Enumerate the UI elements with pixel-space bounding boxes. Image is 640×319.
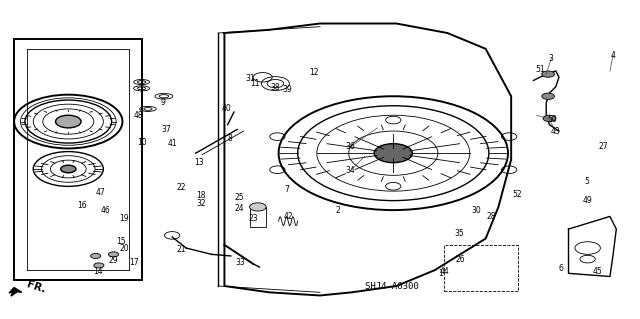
Text: 19: 19 bbox=[120, 213, 129, 222]
Text: 50: 50 bbox=[548, 115, 557, 124]
Text: 48: 48 bbox=[134, 111, 143, 120]
Circle shape bbox=[61, 165, 76, 173]
Text: 35: 35 bbox=[454, 229, 464, 238]
Text: 17: 17 bbox=[129, 258, 139, 267]
Text: 36: 36 bbox=[346, 142, 355, 151]
Text: 23: 23 bbox=[248, 213, 258, 222]
Text: 52: 52 bbox=[513, 190, 522, 199]
Text: 13: 13 bbox=[194, 158, 204, 167]
Text: 21: 21 bbox=[177, 245, 186, 254]
Text: 46: 46 bbox=[100, 206, 110, 215]
Text: 40: 40 bbox=[221, 104, 231, 113]
Circle shape bbox=[56, 115, 81, 128]
Text: 20: 20 bbox=[120, 243, 129, 253]
Circle shape bbox=[91, 253, 100, 258]
Text: 26: 26 bbox=[456, 255, 465, 263]
Circle shape bbox=[250, 203, 266, 211]
Text: 2: 2 bbox=[335, 206, 340, 215]
Text: 45: 45 bbox=[592, 267, 602, 276]
Bar bbox=[250, 207, 266, 227]
Text: FR.: FR. bbox=[26, 279, 47, 295]
Text: 29: 29 bbox=[108, 256, 118, 265]
Text: 15: 15 bbox=[116, 237, 126, 246]
Text: 41: 41 bbox=[167, 139, 177, 148]
Text: 47: 47 bbox=[95, 188, 105, 197]
Text: 38: 38 bbox=[271, 83, 280, 92]
Text: 6: 6 bbox=[559, 264, 563, 273]
Text: SHJ4 A0300: SHJ4 A0300 bbox=[365, 282, 419, 291]
Text: 10: 10 bbox=[137, 137, 147, 147]
Polygon shape bbox=[9, 287, 22, 296]
Text: 4: 4 bbox=[611, 51, 616, 60]
Circle shape bbox=[541, 93, 554, 100]
Circle shape bbox=[541, 71, 554, 77]
Text: 14: 14 bbox=[93, 267, 103, 276]
Text: 49: 49 bbox=[583, 196, 593, 205]
Text: 37: 37 bbox=[161, 125, 171, 134]
Text: 7: 7 bbox=[284, 185, 289, 194]
Text: 42: 42 bbox=[284, 212, 293, 221]
Text: 1: 1 bbox=[438, 269, 444, 278]
Circle shape bbox=[374, 144, 412, 163]
Circle shape bbox=[94, 263, 104, 268]
Text: 43: 43 bbox=[551, 127, 561, 136]
Text: 12: 12 bbox=[309, 68, 318, 77]
Text: 39: 39 bbox=[282, 85, 292, 94]
Text: 18: 18 bbox=[196, 191, 205, 200]
Text: 24: 24 bbox=[234, 204, 244, 213]
Circle shape bbox=[543, 115, 556, 122]
Text: 16: 16 bbox=[77, 201, 86, 210]
Text: 31: 31 bbox=[245, 74, 255, 83]
Circle shape bbox=[108, 252, 118, 257]
Text: 22: 22 bbox=[177, 183, 186, 192]
Text: 5: 5 bbox=[584, 177, 589, 186]
Text: 32: 32 bbox=[196, 199, 205, 208]
Text: 34: 34 bbox=[346, 166, 355, 175]
Text: 51: 51 bbox=[535, 65, 545, 74]
Text: 9: 9 bbox=[160, 98, 165, 107]
Text: 27: 27 bbox=[599, 142, 609, 151]
Text: 11: 11 bbox=[250, 79, 260, 88]
Text: 3: 3 bbox=[549, 54, 554, 63]
Text: 28: 28 bbox=[486, 212, 495, 221]
Text: 44: 44 bbox=[440, 267, 449, 276]
Text: 30: 30 bbox=[471, 206, 481, 215]
Text: 25: 25 bbox=[234, 193, 244, 202]
Text: 8: 8 bbox=[227, 134, 232, 144]
Text: 33: 33 bbox=[236, 258, 245, 267]
